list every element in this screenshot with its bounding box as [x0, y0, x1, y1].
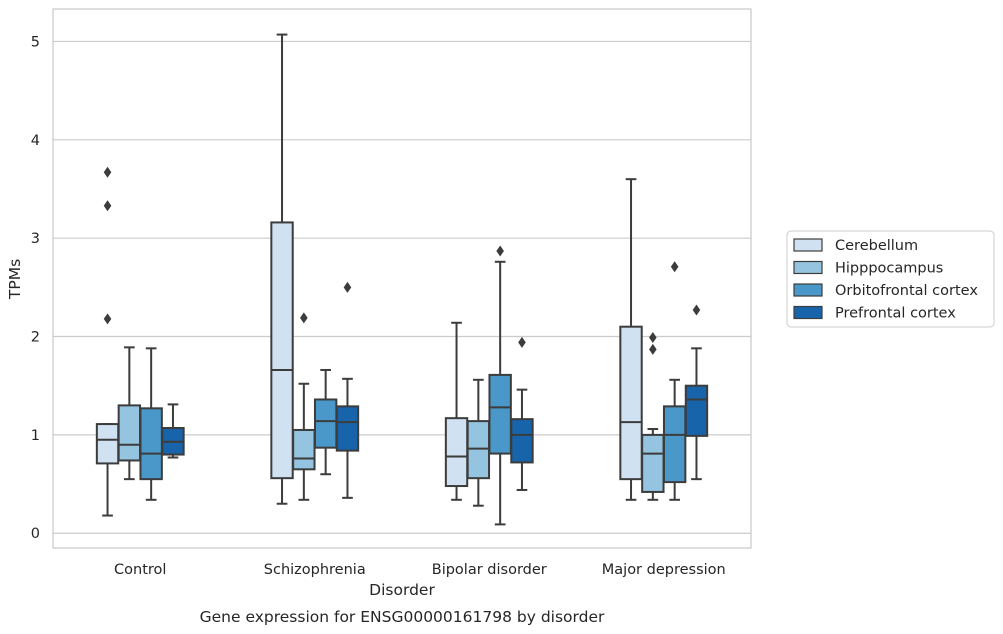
outlier-point: [670, 261, 679, 273]
box: [662, 405, 687, 484]
y-tick-label: 3: [31, 231, 40, 247]
outlier-point: [300, 312, 308, 324]
outlier-point: [692, 304, 701, 316]
box: [684, 384, 709, 437]
category-group: [619, 178, 709, 501]
y-tick-label: 2: [31, 330, 40, 346]
box: [95, 423, 120, 465]
category-group: [95, 166, 185, 517]
y-axis-tick-labels: 0 1 2 3 4 5: [31, 34, 40, 542]
y-axis-label: TPMs: [6, 259, 24, 300]
x-axis-label: Disorder: [369, 581, 435, 599]
box: [619, 325, 643, 481]
box: [292, 428, 316, 471]
x-axis-tick-labels: Control Schizophrenia Bipolar disorder Majo…: [114, 562, 726, 578]
outlier-point: [103, 166, 112, 178]
outlier-point: [103, 313, 112, 325]
legend-label: Orbitofrontal cortex: [835, 283, 978, 299]
x-tick-label: Bipolar disorder: [432, 562, 547, 578]
box: [139, 407, 163, 481]
y-tick-label: 0: [31, 526, 40, 542]
category-group: [444, 245, 534, 526]
outlier-point: [649, 332, 657, 344]
legend-swatch: [793, 260, 823, 275]
y-tick-label: 1: [31, 428, 40, 444]
legend-frame: [786, 230, 995, 328]
legend: Cerebellum Hipppocampus Orbitofrontal cort…: [786, 230, 995, 328]
y-tick-label: 5: [31, 34, 40, 50]
outlier-point: [496, 245, 504, 257]
legend-swatch: [793, 305, 823, 320]
box: [510, 418, 534, 464]
y-tick-label: 4: [31, 133, 40, 149]
box: [117, 404, 142, 462]
outlier-point: [103, 200, 112, 212]
box: [335, 405, 360, 452]
plot-area-frame: [52, 8, 752, 549]
x-tick-label: Control: [114, 562, 166, 578]
outlier-point: [343, 281, 352, 293]
legend-label: Prefrontal cortex: [835, 306, 956, 322]
legend-swatch: [793, 238, 823, 252]
box: [488, 373, 512, 455]
box: [313, 398, 338, 449]
x-tick-label: Major depression: [602, 562, 726, 578]
box-groups: [95, 33, 709, 526]
x-tick-label: Schizophrenia: [264, 562, 366, 578]
box: [444, 417, 469, 488]
box: [641, 433, 665, 493]
outlier-point: [518, 336, 526, 348]
legend-swatch: [793, 283, 823, 297]
legend-label: Cerebellum: [835, 238, 918, 254]
legend-label: Hipppocampus: [835, 261, 943, 277]
chart-caption: Gene expression for ENSG00000161798 by d…: [200, 608, 605, 626]
box: [270, 221, 294, 480]
outlier-point: [649, 343, 657, 355]
category-group: [270, 33, 360, 505]
